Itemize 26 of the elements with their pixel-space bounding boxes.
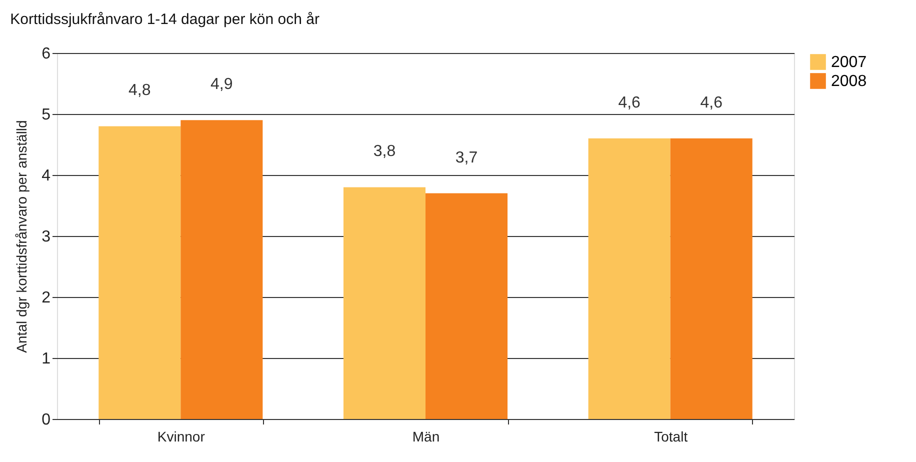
y-tick-label: 2 (42, 290, 51, 306)
y-tick-label: 4 (42, 168, 51, 184)
data-label: 4,6 (618, 94, 641, 112)
x-tick-label: Kvinnor (157, 428, 206, 444)
bar (670, 138, 752, 419)
bar (98, 126, 181, 419)
legend-label: 2008 (831, 73, 867, 90)
bar (588, 138, 670, 419)
chart-title: Korttidssjukfrånvaro 1-14 dagar per kön och år (10, 11, 320, 28)
bar (180, 120, 263, 419)
y-tick-label: 6 (42, 46, 51, 62)
y-tick-label: 0 (42, 412, 51, 428)
y-axis-title: Antal dgr korttidsfrånvaro per anställd (14, 120, 30, 353)
data-label: 4,6 (700, 94, 723, 112)
y-tick-label: 3 (42, 228, 51, 246)
x-tick-label: Män (412, 428, 440, 444)
data-label: 4,8 (128, 82, 151, 100)
legend-label: 2007 (831, 54, 867, 71)
bar (426, 193, 508, 419)
bar (343, 187, 426, 419)
data-label: 3,7 (455, 149, 478, 166)
x-tick-label: Totalt (654, 428, 688, 444)
y-tick-label: 1 (42, 350, 51, 368)
data-label: 3,8 (373, 143, 396, 160)
y-tick-label: 5 (42, 106, 51, 124)
data-label: 4,9 (210, 76, 233, 94)
